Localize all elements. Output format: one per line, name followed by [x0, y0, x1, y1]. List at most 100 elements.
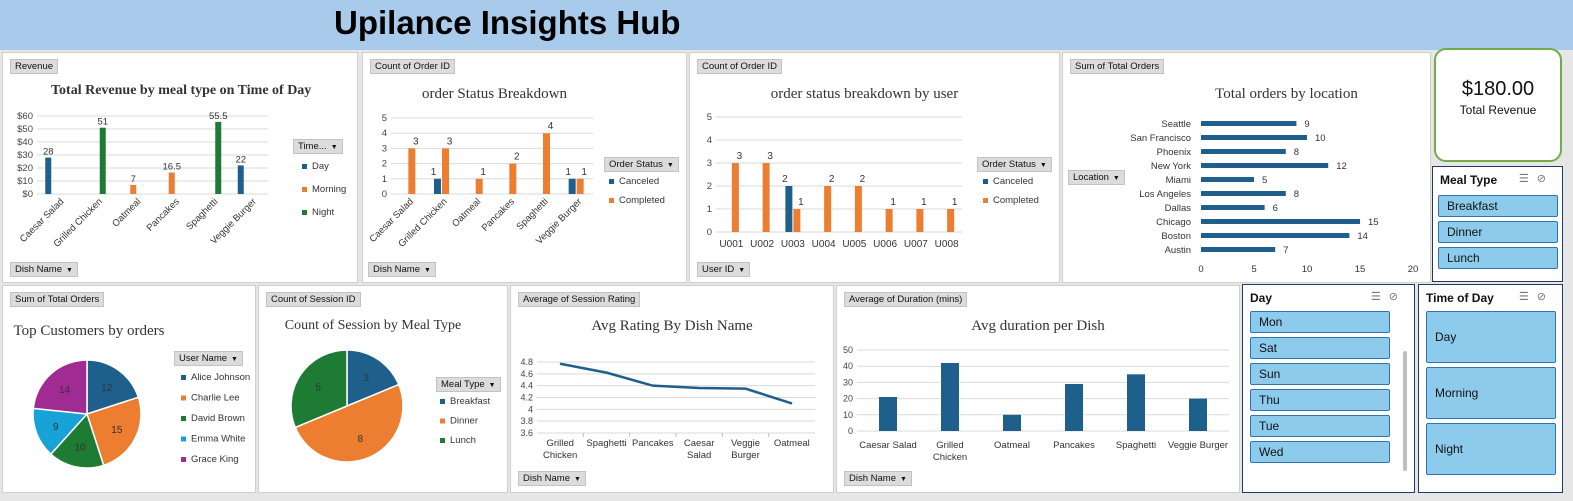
- sessions-legend-button[interactable]: Meal Type ▼: [436, 377, 501, 392]
- day-item[interactable]: Sat: [1250, 337, 1390, 359]
- status-data-label: 3: [447, 136, 453, 147]
- status-data-label: 4: [548, 121, 554, 132]
- status-data-label: 1: [921, 197, 927, 208]
- time-of-day-slicer[interactable]: Time of Day ☰⊘ Day Morning Night: [1418, 284, 1563, 493]
- status-bar: [762, 163, 770, 232]
- location-data-label: 10: [1315, 133, 1326, 144]
- location-chart-panel[interactable]: Sum of Total Orders Total orders by loca…: [1062, 52, 1431, 283]
- meal-type-item[interactable]: Lunch: [1438, 247, 1558, 269]
- y-tick-label: 2: [382, 159, 387, 170]
- time-of-day-item[interactable]: Morning: [1426, 367, 1556, 419]
- clear-filter-icon[interactable]: ⊘: [1388, 291, 1406, 303]
- slicer-controls: ☰⊘: [1519, 290, 1554, 303]
- x-tick-label: U004: [812, 239, 836, 250]
- revenue-chart-panel[interactable]: Revenue Total Revenue by meal type on Ti…: [2, 52, 358, 283]
- x-tick-label: U007: [904, 239, 928, 250]
- meal-type-item[interactable]: Breakfast: [1438, 195, 1558, 217]
- customers-legend-button[interactable]: User Name ▼: [174, 351, 243, 366]
- status-bar: [442, 148, 449, 194]
- legend-label: Dinner: [450, 416, 478, 427]
- day-item[interactable]: Thu: [1250, 389, 1390, 411]
- status-user-legend-button[interactable]: Order Status ▼: [977, 157, 1052, 172]
- day-item[interactable]: Tue: [1250, 415, 1390, 437]
- customers-field-button[interactable]: Sum of Total Orders: [10, 292, 105, 307]
- status-axis-button[interactable]: Dish Name ▼: [368, 262, 436, 277]
- location-axis-button[interactable]: Location ▼: [1068, 170, 1125, 185]
- time-of-day-item[interactable]: Night: [1426, 423, 1556, 475]
- x-tick-label: Oatmeal: [994, 440, 1030, 451]
- x-tick-label: Spaghetti: [184, 196, 220, 232]
- multi-select-icon[interactable]: ☰: [1518, 291, 1537, 303]
- status-legend-label: Order Status: [609, 159, 663, 170]
- sessions-pie-slice: [346, 349, 400, 408]
- legend-label: Day: [312, 161, 329, 172]
- meal-type-item[interactable]: Dinner: [1438, 221, 1558, 243]
- y-tick-label: $60: [17, 111, 33, 122]
- sessions-pie-slice: [290, 349, 348, 429]
- status-legend-button[interactable]: Order Status ▼: [604, 157, 679, 172]
- duration-chart-panel[interactable]: Average of Duration (mins) Avg duration …: [836, 285, 1240, 493]
- status-data-label: 1: [798, 197, 804, 208]
- y-tick-label: 3: [707, 158, 712, 169]
- y-tick-label: 4.4: [520, 381, 533, 391]
- x-tick-label: 0: [1198, 264, 1203, 275]
- y-tick-label: 30: [843, 377, 853, 387]
- sessions-pie-panel[interactable]: Count of Session ID Count of Session by …: [258, 285, 508, 493]
- status-bar: [785, 186, 793, 232]
- rating-line: [559, 362, 793, 405]
- revenue-legend-button[interactable]: Time... ▼: [293, 139, 343, 154]
- meal-type-slicer[interactable]: Meal Type ☰⊘ Breakfast Dinner Lunch: [1432, 166, 1563, 282]
- duration-field-button[interactable]: Average of Duration (mins): [844, 292, 968, 307]
- x-tick-label: Pancakes: [632, 438, 674, 449]
- status-user-axis-button[interactable]: User ID ▼: [697, 262, 751, 277]
- duration-chart-title: Avg duration per Dish: [971, 318, 1105, 334]
- x-tick-label: Spaghetti: [586, 438, 626, 449]
- multi-select-icon[interactable]: ☰: [1518, 173, 1537, 185]
- meal-type-slicer-title: Meal Type: [1440, 173, 1498, 187]
- legend-swatch: [440, 418, 445, 424]
- status-user-field-button[interactable]: Count of Order ID: [697, 59, 782, 74]
- legend-label: Lunch: [450, 435, 476, 446]
- y-tick-label: 0: [382, 189, 387, 200]
- legend-label: Morning: [312, 184, 346, 195]
- sessions-field-button[interactable]: Count of Session ID: [266, 292, 361, 307]
- customers-pie-panel[interactable]: Sum of Total Orders Top Customers by ord…: [2, 285, 256, 493]
- legend-label: Night: [312, 207, 335, 218]
- duration-axis-button[interactable]: Dish Name ▼: [844, 471, 912, 486]
- y-tick-label: 0: [707, 227, 712, 238]
- location-data-label: 14: [1357, 231, 1368, 242]
- rating-line-panel[interactable]: Average of Session Rating Avg Rating By …: [510, 285, 834, 493]
- day-item[interactable]: Wed: [1250, 441, 1390, 463]
- location-data-label: 8: [1294, 189, 1299, 200]
- revenue-axis-button[interactable]: Dish Name ▼: [10, 262, 78, 277]
- rating-axis-button[interactable]: Dish Name ▼: [518, 471, 586, 486]
- day-slicer[interactable]: Day ☰⊘ Mon Sat Sun Thu Tue Wed: [1242, 284, 1415, 493]
- rating-field-button[interactable]: Average of Session Rating: [518, 292, 641, 307]
- time-of-day-slicer-title: Time of Day: [1426, 291, 1494, 305]
- day-slicer-scrollbar[interactable]: [1403, 351, 1407, 471]
- status-data-label: 1: [431, 167, 437, 178]
- sessions-chart: 3 8 5 Breakfast Dinner Lunch: [290, 349, 490, 463]
- legend-swatch: [181, 375, 186, 380]
- legend-swatch: [983, 198, 988, 203]
- clear-filter-icon[interactable]: ⊘: [1536, 173, 1554, 185]
- location-bar: [1201, 191, 1286, 196]
- x-tick-label: Pancakes: [1053, 440, 1095, 451]
- clear-filter-icon[interactable]: ⊘: [1536, 291, 1554, 303]
- time-of-day-item[interactable]: Day: [1426, 311, 1556, 363]
- status-data-label: 1: [581, 167, 587, 178]
- location-bar: [1201, 233, 1350, 238]
- status-axis-label: Dish Name: [373, 264, 420, 275]
- legend-label: Charlie Lee: [191, 393, 240, 404]
- status-field-button[interactable]: Count of Order ID: [370, 59, 455, 74]
- order-status-chart-panel[interactable]: Count of Order ID order Status Breakdown…: [362, 52, 687, 283]
- revenue-field-button[interactable]: Revenue: [10, 59, 59, 74]
- day-item[interactable]: Sun: [1250, 363, 1390, 385]
- status-by-user-chart-panel[interactable]: Count of Order ID order status breakdown…: [689, 52, 1060, 283]
- customers-pie-slice: [86, 396, 142, 467]
- multi-select-icon[interactable]: ☰: [1370, 291, 1389, 303]
- location-field-button[interactable]: Sum of Total Orders: [1070, 59, 1165, 74]
- legend-swatch: [302, 164, 307, 169]
- y-tick-label: San Francisco: [1130, 133, 1191, 144]
- day-item[interactable]: Mon: [1250, 311, 1390, 333]
